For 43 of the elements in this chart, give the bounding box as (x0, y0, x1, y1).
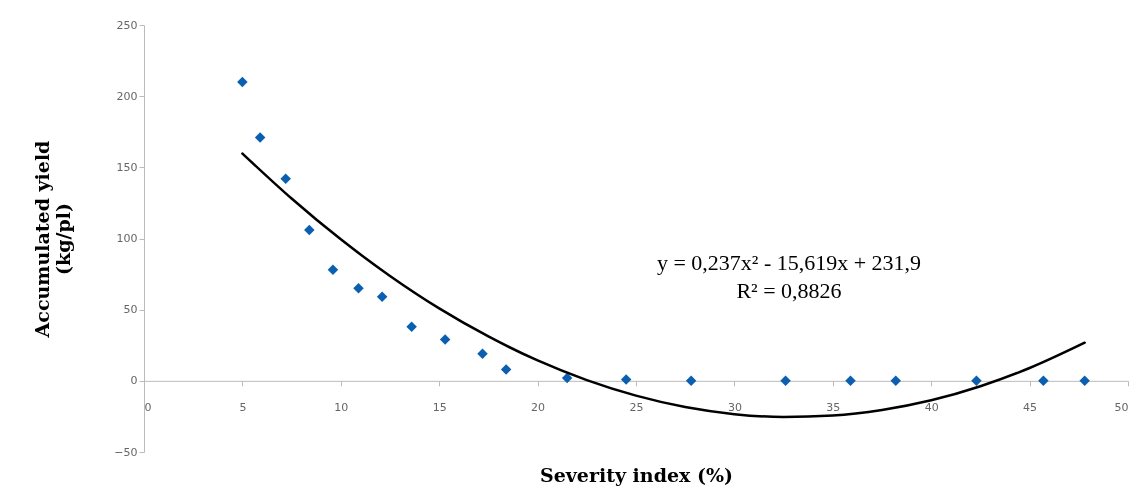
point (1079, 375, 1090, 387)
x-tick-label: 5 (239, 401, 247, 415)
point (327, 264, 339, 276)
point (304, 224, 315, 236)
point (685, 375, 697, 387)
x-axis-title: Severity index (%) (540, 463, 733, 486)
x-tick-label: 25 (629, 401, 644, 415)
x-tick-label: 10 (334, 401, 349, 415)
x-tick-label: 35 (826, 401, 841, 415)
x-tick-label: 30 (727, 401, 742, 415)
y-tick-label: 200 (116, 89, 138, 103)
point (353, 283, 364, 294)
y-tick-label: 250 (116, 18, 138, 32)
y-tick-label: 100 (116, 232, 138, 245)
x-tick-label: 15 (432, 401, 447, 415)
point (845, 375, 856, 387)
point (780, 375, 791, 387)
point (237, 76, 248, 88)
x-tick-label: 0 (144, 401, 152, 415)
point (280, 173, 291, 184)
point (620, 374, 632, 385)
x-tick-label: 45 (1023, 401, 1038, 415)
point (376, 291, 388, 303)
point (254, 132, 266, 143)
x-tick-label: 40 (924, 401, 939, 415)
point (477, 348, 488, 360)
point (500, 364, 512, 375)
line-series (241, 152, 1086, 419)
annotation: y = 0,237x² - 15,619x + 231,9 (656, 250, 922, 275)
annotation: R² = 0,8826 (736, 278, 842, 303)
y-tick-label: −50 (114, 445, 138, 459)
x-tick-label: 20 (531, 401, 546, 415)
y-axis-title: Accumulated yield (kg/pl) (31, 140, 75, 339)
point (406, 321, 417, 332)
y-tick-label: 50 (123, 303, 138, 317)
point (890, 375, 902, 387)
y-tick-label: 0 (130, 374, 138, 388)
point (561, 372, 573, 384)
point (971, 375, 982, 387)
x-tick-label: 50 (1114, 401, 1129, 415)
y-tick-label: 150 (116, 160, 138, 174)
point (439, 334, 451, 345)
point (1038, 375, 1049, 387)
